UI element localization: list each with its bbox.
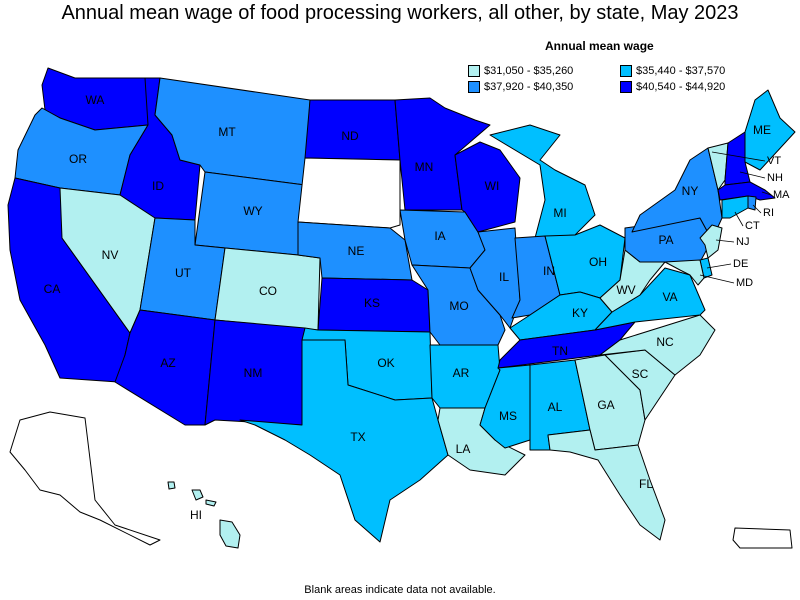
label-fl: FL bbox=[639, 477, 653, 491]
legend-item-2: $35,440 - $37,570 bbox=[620, 65, 725, 77]
label-vt: VT bbox=[767, 155, 781, 167]
label-nm: NM bbox=[244, 366, 263, 380]
state-ct[interactable] bbox=[721, 195, 749, 219]
label-az: AZ bbox=[160, 356, 175, 370]
label-ok: OK bbox=[377, 356, 394, 370]
label-pa: PA bbox=[658, 233, 673, 247]
label-ma: MA bbox=[773, 189, 790, 201]
legend-swatch-3 bbox=[468, 81, 480, 93]
label-al: AL bbox=[548, 400, 563, 414]
state-hi-molokai[interactable] bbox=[205, 499, 217, 507]
label-nj: NJ bbox=[736, 236, 749, 248]
state-nc[interactable] bbox=[599, 314, 716, 376]
legend-title: Annual mean wage bbox=[545, 39, 654, 53]
label-ne: NE bbox=[348, 244, 365, 258]
state-tn[interactable] bbox=[497, 321, 636, 369]
label-oh: OH bbox=[589, 255, 607, 269]
label-ny: NY bbox=[682, 184, 699, 198]
label-mo: MO bbox=[449, 299, 468, 313]
label-nh: NH bbox=[767, 172, 783, 184]
state-ri[interactable] bbox=[747, 195, 757, 211]
label-la: LA bbox=[456, 442, 471, 456]
label-mn: MN bbox=[415, 160, 434, 174]
label-wy: WY bbox=[243, 204, 262, 218]
state-me[interactable] bbox=[744, 89, 796, 171]
legend-label-4: $40,540 - $44,920 bbox=[636, 81, 726, 93]
legend-swatch-1 bbox=[468, 65, 480, 77]
state-tx[interactable] bbox=[239, 339, 449, 543]
label-ri: RI bbox=[763, 207, 774, 219]
label-va: VA bbox=[662, 290, 677, 304]
label-wa: WA bbox=[86, 93, 105, 107]
footnote: Blank areas indicate data not available. bbox=[304, 584, 496, 596]
label-tx: TX bbox=[350, 430, 365, 444]
state-hi-oahu[interactable] bbox=[191, 489, 204, 501]
legend-item-1: $31,050 - $35,260 bbox=[468, 65, 573, 77]
state-fl[interactable] bbox=[547, 429, 666, 541]
state-wi[interactable] bbox=[454, 141, 521, 233]
state-mi[interactable] bbox=[489, 124, 596, 239]
state-sd[interactable] bbox=[297, 157, 401, 229]
label-ia: IA bbox=[434, 229, 445, 243]
label-ks: KS bbox=[364, 296, 380, 310]
label-id: ID bbox=[152, 179, 164, 193]
label-tn: TN bbox=[552, 344, 568, 358]
legend-label-1: $31,050 - $35,260 bbox=[484, 65, 574, 77]
state-hi-maui[interactable] bbox=[219, 519, 241, 549]
label-nd: ND bbox=[341, 129, 359, 143]
label-nv: NV bbox=[102, 248, 119, 262]
state-mn[interactable] bbox=[394, 97, 491, 211]
legend-item-4: $40,540 - $44,920 bbox=[620, 81, 725, 93]
label-ct: CT bbox=[745, 220, 760, 232]
state-ny[interactable] bbox=[631, 147, 723, 241]
label-de: DE bbox=[733, 258, 748, 270]
state-hi-kauai[interactable] bbox=[167, 481, 176, 490]
state-co[interactable] bbox=[214, 247, 321, 331]
label-ky: KY bbox=[572, 306, 588, 320]
label-mi: MI bbox=[553, 206, 566, 220]
label-nc: NC bbox=[656, 335, 674, 349]
label-hi: HI bbox=[190, 508, 202, 522]
label-wi: WI bbox=[485, 179, 500, 193]
label-me: ME bbox=[753, 123, 771, 137]
legend-swatch-2 bbox=[620, 65, 632, 77]
map-title: Annual mean wage of food processing work… bbox=[61, 2, 739, 24]
label-ca: CA bbox=[44, 282, 61, 296]
label-ut: UT bbox=[175, 266, 192, 280]
state-ak[interactable] bbox=[9, 411, 161, 546]
state-md[interactable] bbox=[664, 259, 705, 286]
label-ga: GA bbox=[597, 398, 614, 412]
label-in: IN bbox=[543, 264, 555, 278]
label-ar: AR bbox=[453, 366, 470, 380]
label-wv: WV bbox=[616, 283, 635, 297]
legend-swatch-4 bbox=[620, 81, 632, 93]
label-sc: SC bbox=[632, 367, 649, 381]
legend-item-3: $37,920 - $40,350 bbox=[468, 81, 573, 93]
label-md: MD bbox=[736, 277, 753, 289]
label-mt: MT bbox=[218, 125, 236, 139]
state-pr[interactable] bbox=[732, 527, 793, 549]
label-co: CO bbox=[259, 284, 277, 298]
label-il: IL bbox=[499, 270, 509, 284]
label-ms: MS bbox=[499, 409, 517, 423]
label-or: OR bbox=[69, 152, 87, 166]
legend-label-2: $35,440 - $37,570 bbox=[636, 65, 726, 77]
legend-label-3: $37,920 - $40,350 bbox=[484, 81, 574, 93]
